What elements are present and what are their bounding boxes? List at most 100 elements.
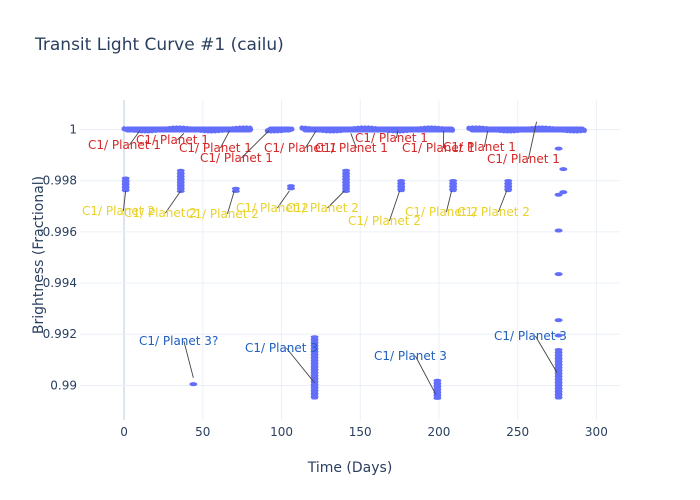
dip-point <box>554 351 563 355</box>
annotation-arrow <box>305 130 317 149</box>
data-point <box>554 318 563 323</box>
annotation-arrow <box>177 132 185 141</box>
annotation-label: C1/ Planet 2 <box>236 201 309 215</box>
annotation-arrow <box>535 335 558 373</box>
dip-point <box>310 374 319 378</box>
dip-point <box>121 185 130 189</box>
y-axis-ticks: 0.99 0.992 0.994 0.996 0.998 1 <box>43 122 77 392</box>
dip-point <box>342 183 351 187</box>
dip-point <box>342 186 351 190</box>
annotation-label: C1/ Planet 1 <box>443 140 516 154</box>
dip-point <box>554 375 563 379</box>
dip-point <box>504 188 513 192</box>
dip-point <box>231 189 240 193</box>
dip-point <box>554 378 563 382</box>
data-point <box>554 333 563 338</box>
annotation-label: C1/ Planet 1 <box>88 138 161 152</box>
dip-point <box>433 381 442 385</box>
x-axis-title: Time (Days) <box>307 460 393 476</box>
dip-point <box>504 182 513 186</box>
dip-point <box>231 186 240 190</box>
annotation-arrow <box>220 130 230 149</box>
annotation-arrow <box>226 190 235 215</box>
dip-point <box>449 188 458 192</box>
dip-point <box>176 180 185 184</box>
dip-point <box>310 359 319 363</box>
dip-point <box>310 377 319 381</box>
dip-point <box>554 357 563 361</box>
annotation-label: C1/ Planet 1 <box>487 152 560 166</box>
annotation-label: C1/ Planet 2 <box>405 205 478 219</box>
annotation-arrow <box>415 355 437 395</box>
y-tick-label: 0.99 <box>50 378 77 392</box>
dip-point <box>433 387 442 391</box>
x-tick-label: 150 <box>349 425 372 439</box>
dip-point <box>554 381 563 385</box>
dip-point <box>121 188 130 192</box>
dip-point <box>554 384 563 388</box>
dip-point <box>176 171 185 175</box>
data-point <box>554 228 563 233</box>
dip-point <box>342 189 351 193</box>
data-point <box>554 146 563 151</box>
dip-point <box>554 396 563 400</box>
y-tick-label: 0.992 <box>43 327 77 341</box>
dip-point <box>310 365 319 369</box>
baseline-point <box>449 127 456 133</box>
data-point <box>554 272 563 277</box>
annotation-arrow <box>277 190 290 209</box>
annotation-arrow <box>327 190 345 209</box>
annotation-label: C1/ Planet 1 <box>200 151 273 165</box>
dip-point <box>310 347 319 351</box>
data-point <box>559 167 568 172</box>
baseline-point <box>581 127 587 133</box>
dip-point <box>397 179 406 183</box>
dip-point <box>554 348 563 352</box>
dip-point <box>176 174 185 178</box>
dip-point <box>504 179 513 183</box>
dip-point <box>310 371 319 375</box>
chart-title: Transit Light Curve #1 (cailu) <box>34 35 284 55</box>
annotation-arrow <box>286 347 315 384</box>
annotation-label: C1/ Planet 3 <box>494 329 567 343</box>
annotation-label: C1/ Planet 2 <box>348 214 421 228</box>
dip-point <box>342 174 351 178</box>
dip-point <box>397 182 406 186</box>
dip-point <box>176 168 185 172</box>
annotation-label: C1/ Planet 1 <box>136 133 209 147</box>
dip-point <box>449 182 458 186</box>
dip-point <box>342 168 351 172</box>
dip-point <box>310 368 319 372</box>
annotation-label: C1/ Planet 1 <box>402 141 475 155</box>
dip-point <box>397 188 406 192</box>
baseline-point <box>289 126 295 132</box>
dip-point <box>310 356 319 360</box>
data-point <box>554 192 563 197</box>
dip-point <box>310 389 319 393</box>
annotation-label: C1/ Planet 2 <box>186 207 259 221</box>
x-tick-label: 100 <box>270 425 293 439</box>
y-tick-label: 0.996 <box>43 225 77 239</box>
annotations: C1/ Planet 1C1/ Planet 1C1/ Planet 1C1/ … <box>82 121 567 395</box>
data-point <box>559 190 568 195</box>
dip-point <box>310 353 319 357</box>
annotation-arrow <box>183 340 194 378</box>
annotation-arrow <box>165 190 182 214</box>
dip-point <box>433 396 442 400</box>
dip-point <box>449 185 458 189</box>
dip-point <box>433 393 442 397</box>
annotation-label: C1/ Planet 1 <box>355 131 428 145</box>
dip-point <box>554 372 563 376</box>
dip-point <box>554 363 563 367</box>
x-axis-ticks: 0 50 100 150 200 250 300 <box>120 425 608 439</box>
annotation-arrow <box>388 190 401 222</box>
dip-point <box>176 183 185 187</box>
dip-point <box>176 177 185 181</box>
dip-point <box>449 179 458 183</box>
annotation-label: C1/ Planet 3? <box>139 334 218 348</box>
annotation-label: C1/ Planet 2 <box>82 204 155 218</box>
dip-point <box>554 387 563 391</box>
x-tick-label: 250 <box>506 425 529 439</box>
dip-point <box>310 362 319 366</box>
